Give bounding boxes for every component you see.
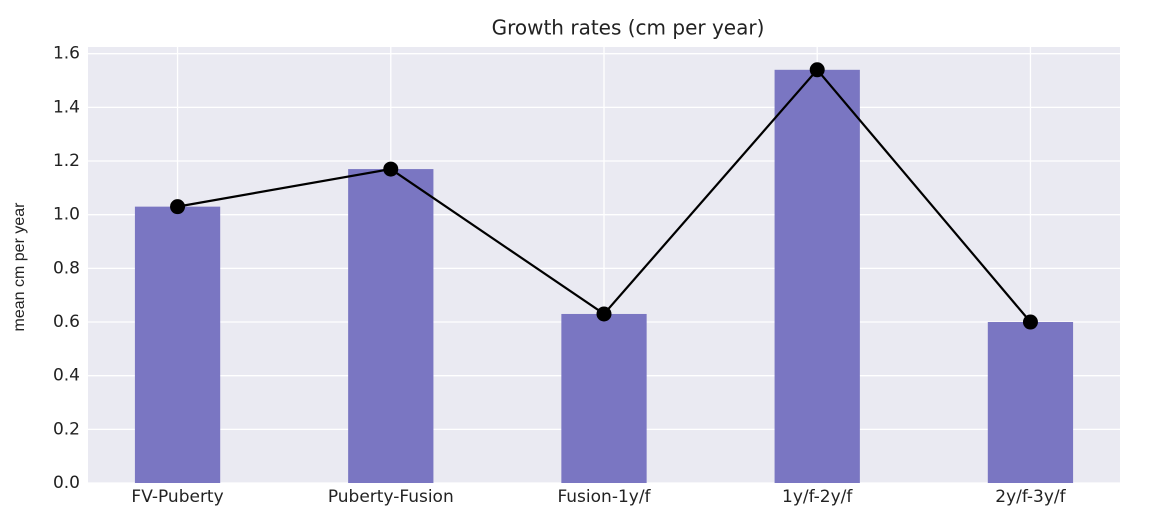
line-point — [809, 62, 825, 78]
bar — [348, 169, 434, 483]
line-point — [596, 306, 612, 322]
x-tick-label: FV-Puberty — [131, 487, 223, 506]
y-tick-label: 1.2 — [53, 151, 80, 171]
y-tick-label: 0.6 — [53, 312, 80, 332]
y-tick-label: 0.4 — [53, 366, 80, 386]
bar — [134, 206, 221, 484]
bar — [774, 69, 860, 483]
y-tick-label: 0.8 — [53, 258, 80, 278]
y-tick-label: 1.4 — [53, 97, 80, 117]
x-tick-label: Puberty-Fusion — [328, 487, 454, 506]
x-tick-label: Fusion-1y/f — [557, 487, 651, 506]
y-axis-label: mean cm per year — [11, 202, 28, 332]
x-tick-label: 1y/f-2y/f — [782, 487, 853, 506]
line-point — [383, 161, 399, 177]
chart-title: Growth rates (cm per year) — [492, 16, 765, 40]
y-tick-label: 1.0 — [53, 205, 80, 225]
y-tick-label: 0.2 — [53, 419, 80, 439]
bar — [561, 313, 647, 483]
line-point — [1022, 314, 1038, 330]
bar — [987, 322, 1074, 483]
line-point — [170, 199, 186, 215]
x-tick-label: 2y/f-3y/f — [995, 487, 1066, 506]
y-tick-label: 0.0 — [53, 473, 80, 493]
y-tick-label: 1.6 — [53, 44, 80, 64]
